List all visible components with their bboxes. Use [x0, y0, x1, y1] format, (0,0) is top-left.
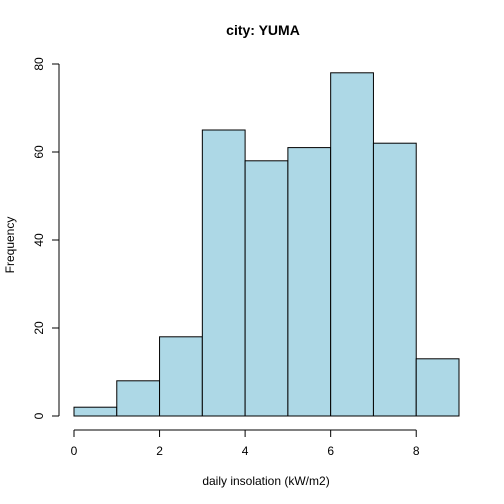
x-tick-label-8: 8 [413, 444, 420, 458]
y-tick-label-80: 80 [32, 57, 46, 71]
x-axis: 0 2 4 6 8 [71, 429, 420, 458]
y-axis: 0 20 40 60 80 [32, 57, 60, 419]
y-tick-label-20: 20 [32, 321, 46, 335]
x-tick-label-0: 0 [71, 444, 78, 458]
x-tick-label-4: 4 [242, 444, 249, 458]
y-tick-label-40: 40 [32, 233, 46, 247]
histogram-bar-5-6 [287, 147, 332, 417]
histogram-bar-6-7 [330, 72, 374, 417]
x-axis-label: daily insolation (kW/m2) [202, 474, 329, 488]
bars-group [73, 72, 460, 417]
x-tick-label-6: 6 [327, 444, 334, 458]
histogram-bar-0-1 [73, 406, 118, 417]
y-tick-label-0: 0 [32, 412, 46, 419]
histogram-bar-1-2 [116, 380, 161, 417]
histogram-bar-8-9 [415, 358, 460, 417]
y-tick-label-60: 60 [32, 145, 46, 159]
y-axis-label: Frequency [3, 217, 17, 274]
histogram-bar-4-5 [244, 160, 289, 417]
histogram-bar-7-8 [372, 142, 417, 417]
histogram-bar-2-3 [159, 336, 203, 417]
x-tick-label-2: 2 [156, 444, 163, 458]
histogram-bar-3-4 [201, 129, 246, 417]
chart-title: city: YUMA [226, 22, 300, 38]
